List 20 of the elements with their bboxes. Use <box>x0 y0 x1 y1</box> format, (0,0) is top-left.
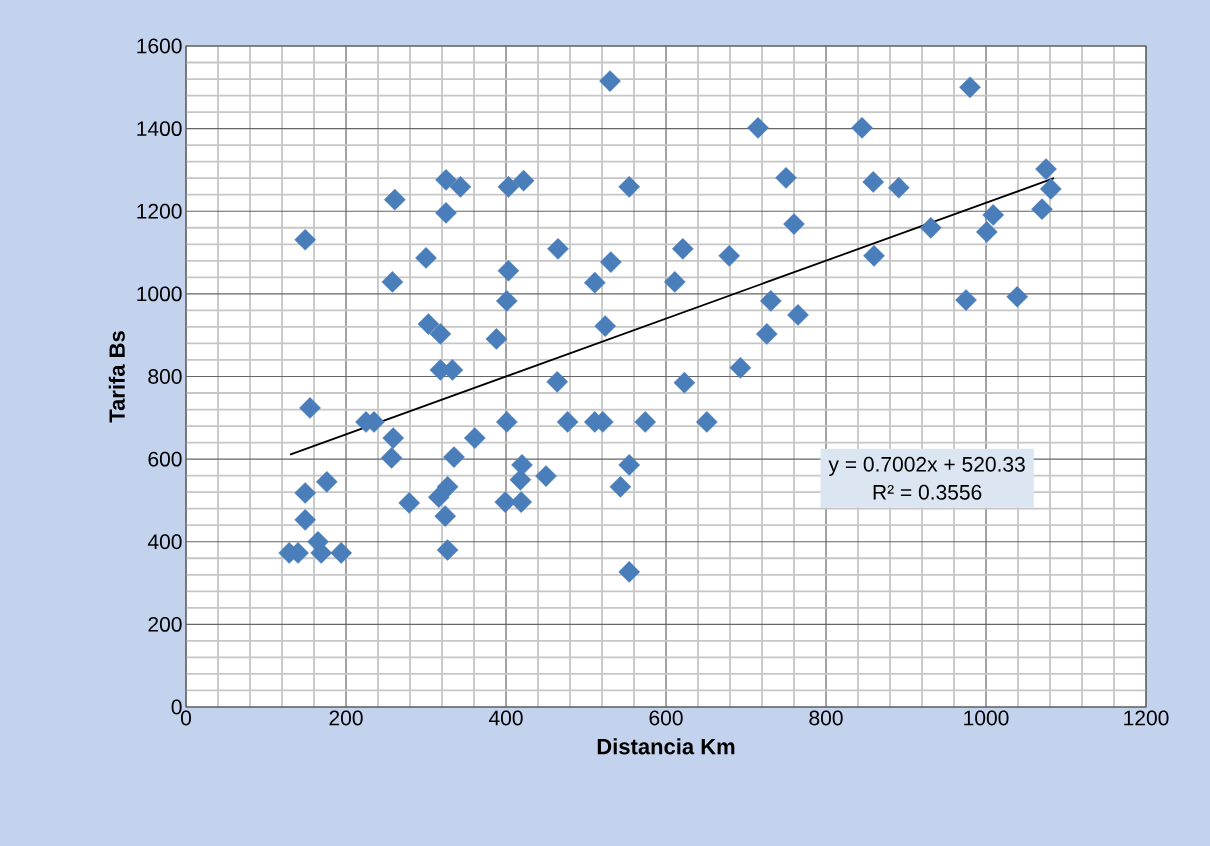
x-tick-label: 200 <box>329 710 363 726</box>
x-tick-label: 800 <box>809 710 843 726</box>
x-tick-label: 600 <box>649 710 683 726</box>
y-tick-label: 1200 <box>137 203 182 219</box>
x-tick-label: 0 <box>180 710 192 726</box>
y-tick-label: 1000 <box>137 286 182 302</box>
x-axis-title: Distancia Km <box>597 738 735 755</box>
x-tick-label: 400 <box>488 710 523 726</box>
annotation: R² = 0.3556 <box>873 484 982 500</box>
x-tick-label: 1000 <box>964 710 1009 726</box>
y-tick-label: 1600 <box>137 38 182 54</box>
y-tick-label: 800 <box>148 369 182 384</box>
y-tick-label: 200 <box>148 616 182 632</box>
x-tick-label: 1200 <box>1124 710 1169 726</box>
y-tick-label: 600 <box>148 451 182 467</box>
y-tick-label: 1400 <box>137 121 182 137</box>
y-axis-title: Tarifa Bs <box>108 331 125 423</box>
y-tick-label: 0 <box>171 699 182 715</box>
y-tick-label: 400 <box>147 534 182 550</box>
annotation: y = 0.7002x + 520.33 <box>828 456 1025 476</box>
